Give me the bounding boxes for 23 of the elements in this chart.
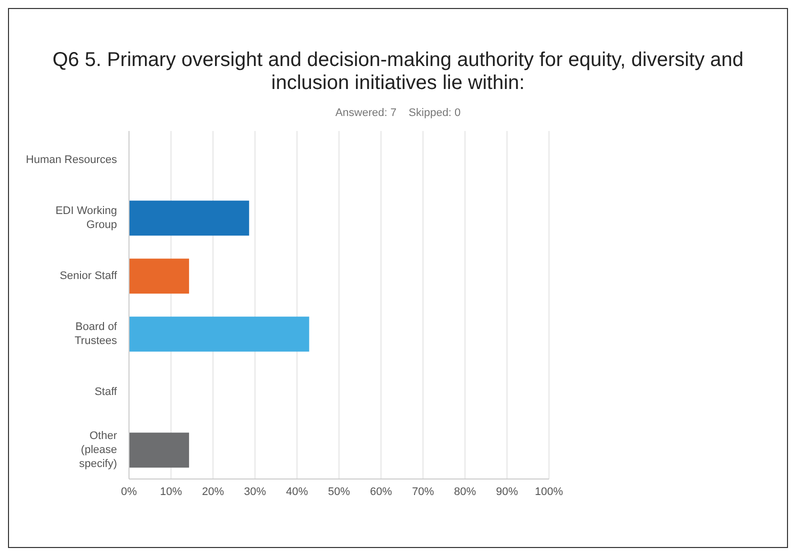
bar bbox=[129, 316, 310, 352]
x-tick-label: 80% bbox=[454, 486, 476, 498]
x-tick-label: 0% bbox=[121, 486, 138, 498]
bar bbox=[129, 258, 190, 294]
chart-title: Q6 5. Primary oversight and decision-making authority for equity, diversity and inclusion initiatives lie within: bbox=[51, 48, 745, 95]
x-tick-label: 10% bbox=[160, 486, 182, 498]
y-tick-label: Other (please specify) bbox=[79, 430, 118, 470]
x-tick-label: 30% bbox=[244, 486, 266, 498]
x-tick-label: 60% bbox=[370, 486, 392, 498]
x-tick-label: 50% bbox=[328, 486, 350, 498]
x-tick-label: 20% bbox=[202, 486, 224, 498]
x-tick-label: 100% bbox=[534, 486, 564, 498]
y-tick-label: Staff bbox=[94, 386, 118, 398]
y-tick-label: Senior Staff bbox=[60, 270, 118, 282]
y-tick-label: Board of Trustees bbox=[74, 320, 118, 347]
chart-subtitle: Answered: 7 Skipped: 0 bbox=[334, 107, 462, 119]
y-tick-label: EDI Working Group bbox=[55, 204, 117, 231]
bar bbox=[129, 200, 250, 236]
x-tick-label: 40% bbox=[286, 486, 308, 498]
x-tick-label: 70% bbox=[412, 486, 434, 498]
bar bbox=[129, 432, 190, 468]
x-tick-label: 90% bbox=[496, 486, 518, 498]
y-tick-label: Human Resources bbox=[26, 154, 118, 166]
